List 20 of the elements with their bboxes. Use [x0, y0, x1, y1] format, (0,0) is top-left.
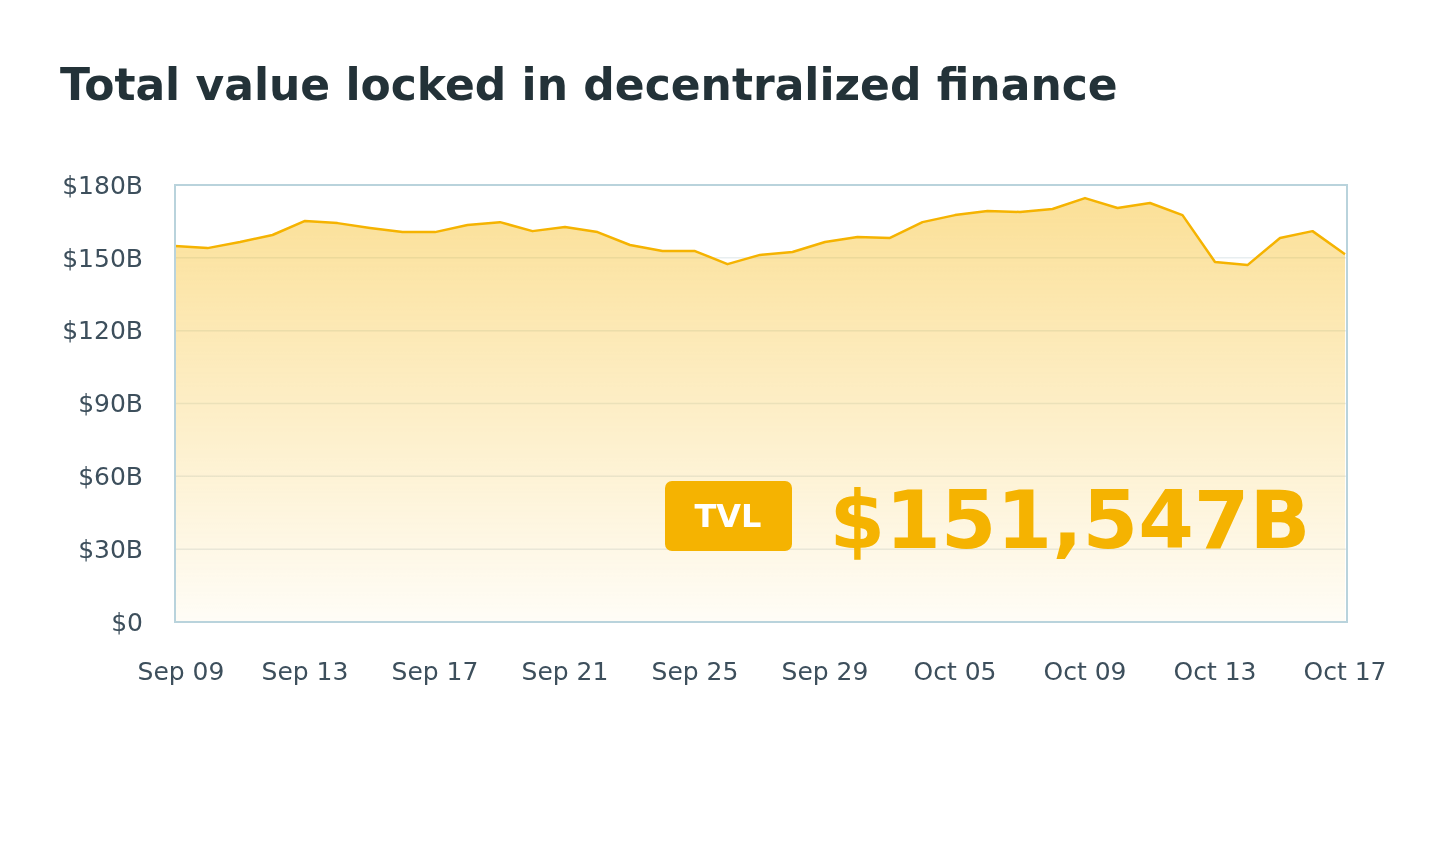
annotation: TVL [694, 497, 762, 536]
x-tick-label: Sep 21 [521, 657, 609, 686]
y-tick-label: $30B [78, 534, 143, 564]
x-tick-label: Oct 09 [1043, 657, 1127, 686]
y-tick-label: $90B [78, 389, 143, 419]
x-tick-label: Oct 17 [1303, 657, 1387, 686]
chart-title: Total value locked in decentralized finance [60, 59, 1118, 110]
annotation: $151,547B [829, 474, 1311, 567]
y-tick-label: $0 [111, 607, 143, 637]
x-tick-label: Sep 13 [261, 657, 349, 686]
y-tick-label: $180B [62, 170, 143, 200]
y-tick-label: $60B [78, 462, 143, 492]
y-tick-label: $120B [62, 316, 143, 346]
x-tick-label: Sep 09 [137, 657, 225, 686]
x-tick-label: Sep 17 [391, 657, 479, 686]
x-tick-label: Sep 25 [651, 657, 739, 686]
x-tick-label: Oct 13 [1173, 657, 1257, 686]
x-tick-label: Sep 29 [781, 657, 869, 686]
x-tick-label: Oct 05 [913, 657, 997, 686]
y-tick-label: $150B [62, 243, 143, 273]
